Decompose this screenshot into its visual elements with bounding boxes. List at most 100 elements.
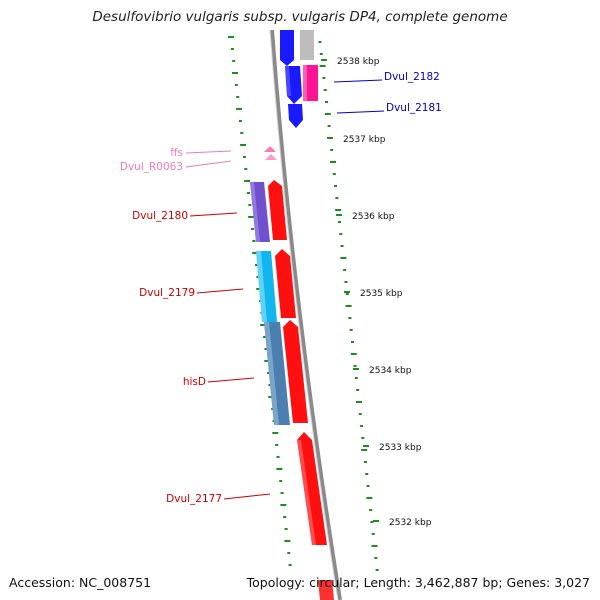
gene-dvul-2179: [256, 249, 296, 322]
gc-dot: [267, 372, 271, 374]
gc-dot: [371, 533, 375, 535]
gc-dot: [340, 257, 347, 259]
gc-dot: [284, 528, 288, 530]
gc-dot: [236, 108, 243, 110]
label-leader: [333, 79, 383, 83]
gc-dot: [350, 353, 357, 355]
gene-dvul-2183: [280, 30, 294, 66]
gc-dot: [349, 329, 353, 331]
label-leader: [207, 377, 255, 383]
gc-dot: [256, 276, 260, 278]
gc-dot: [360, 425, 364, 427]
gc-dot: [353, 365, 357, 367]
gc-dot: [248, 204, 252, 206]
gc-dot: [334, 185, 338, 187]
gene-dvul-2177: [297, 432, 327, 545]
gc-dot: [361, 449, 368, 451]
gene-dvul-2180: [250, 180, 287, 242]
tick-mark: [344, 291, 350, 293]
gc-dot: [344, 281, 348, 283]
gene-grey: [300, 30, 314, 60]
gc-dot: [343, 269, 347, 271]
tick-label: 2538 kbp: [337, 57, 380, 67]
backbone-highlight: [269, 29, 339, 600]
gc-dot: [255, 264, 259, 266]
gc-dot: [345, 305, 352, 307]
gene-bottom: [318, 580, 334, 600]
gc-dot: [329, 161, 336, 163]
gc-dot: [375, 569, 379, 571]
gc-dot: [230, 48, 234, 50]
gc-dot: [361, 437, 365, 439]
gene-label: hisD: [183, 376, 206, 388]
gc-dot: [256, 288, 263, 290]
gene-label: Dvul_2177: [166, 493, 222, 505]
tick-label: 2532 kbp: [389, 518, 432, 528]
gc-dot: [350, 341, 354, 343]
forward-gene-labels: Dvul_2182 Dvul_2181: [333, 71, 442, 114]
gc-dot: [365, 473, 369, 475]
gene-label: Dvul_2181: [386, 102, 442, 114]
gc-dot: [250, 228, 254, 230]
gc-dot: [284, 540, 291, 542]
tick-label: 2536 kbp: [352, 212, 395, 222]
gene-dvul-2182: [285, 66, 302, 104]
gc-dot: [246, 192, 250, 194]
label-leader: [336, 110, 385, 114]
gc-dot: [280, 492, 284, 494]
gc-dot: [248, 216, 255, 218]
gene-label: Dvul_R0063: [120, 161, 183, 173]
gc-dot: [260, 324, 267, 326]
tick-label: 2534 kbp: [369, 366, 412, 376]
gc-dot: [370, 521, 374, 523]
gc-dot: [264, 348, 268, 350]
gc-dot: [335, 209, 342, 211]
gene-label: Dvul_2182: [384, 71, 440, 83]
label-leader: [185, 150, 232, 154]
tick-mark: [327, 137, 333, 139]
tick-label: 2533 kbp: [379, 443, 422, 453]
gc-dot: [348, 317, 352, 319]
backbone-line: [270, 29, 342, 600]
gc-dot: [356, 389, 360, 391]
gc-dot: [332, 173, 336, 175]
gc-dot: [318, 41, 322, 43]
gc-dot: [324, 101, 328, 103]
accession-text: Accession: NC_008751: [9, 575, 152, 590]
tick-label: 2535 kbp: [360, 289, 403, 299]
gc-dot: [232, 72, 239, 74]
rna-ffs-marker: [264, 146, 277, 160]
gc-dot: [228, 36, 234, 38]
gc-dot: [371, 545, 378, 547]
reverse-gene-labels: ffs Dvul_R0063 Dvul_2180 Dvul_2179 hisD Dvul_…: [120, 147, 271, 505]
gene-label: Dvul_2179: [139, 287, 195, 299]
gc-dot: [287, 552, 291, 554]
tick-mark: [363, 445, 369, 447]
label-leader: [185, 160, 232, 168]
gc-dot: [345, 293, 349, 295]
map-title: Desulfovibrio vulgaris subsp. vulgaris D…: [92, 9, 508, 25]
gc-dot: [323, 89, 327, 91]
gc-dot: [240, 132, 244, 134]
gc-dot: [366, 485, 370, 487]
gc-dot: [268, 384, 272, 386]
gc-dot: [355, 401, 362, 403]
gc-dot: [240, 144, 247, 146]
gene-magenta: [303, 65, 318, 101]
gc-dot: [339, 233, 343, 235]
gc-dot: [244, 168, 248, 170]
gc-dot: [280, 504, 287, 506]
genome-stats-text: Topology: circular; Length: 3,462,887 bp…: [246, 575, 590, 590]
gc-dot: [369, 509, 373, 511]
gc-dot: [272, 432, 279, 434]
gc-dot: [252, 240, 256, 242]
gc-dot: [288, 564, 292, 566]
gc-dot: [242, 156, 246, 158]
tick-mark: [336, 214, 342, 216]
gc-dot: [363, 461, 367, 463]
gene-label: Dvul_2180: [132, 210, 188, 222]
gc-dot: [335, 197, 339, 199]
gc-dot: [324, 113, 331, 115]
